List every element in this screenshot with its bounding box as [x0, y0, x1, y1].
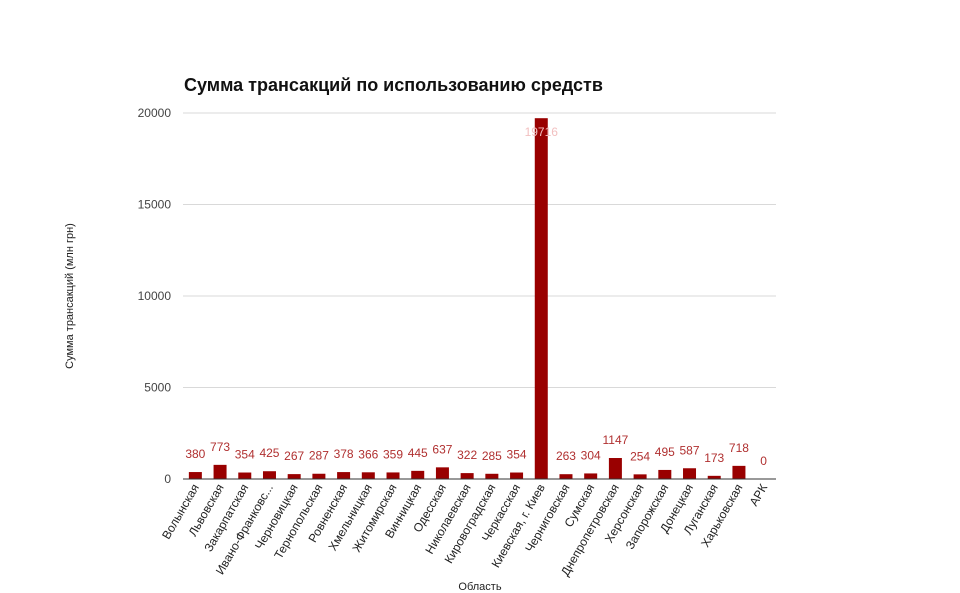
data-label: 773	[210, 440, 230, 454]
bar	[213, 464, 227, 479]
bar	[658, 469, 672, 479]
x-axis-title: Область	[458, 581, 501, 593]
bar	[608, 458, 622, 479]
bar	[238, 472, 252, 479]
bar	[485, 473, 499, 479]
gridlines	[183, 112, 776, 388]
data-label: 359	[383, 447, 403, 461]
chart-title: Сумма трансакций по использованию средст…	[184, 75, 603, 95]
bar	[312, 473, 326, 479]
data-label: 1147	[602, 433, 628, 447]
y-tick-label: 20000	[138, 106, 172, 120]
bar	[559, 474, 573, 479]
bar	[683, 468, 697, 479]
data-label: 380	[185, 447, 205, 461]
bar	[633, 474, 647, 479]
bar	[435, 467, 449, 479]
bar	[584, 473, 598, 479]
data-label: 287	[309, 449, 329, 463]
y-axis-ticks: 0 5000 10000 15000 20000	[138, 106, 172, 486]
data-label: 322	[457, 448, 477, 462]
bar	[460, 473, 474, 479]
data-label: 254	[630, 449, 650, 463]
data-label: 285	[482, 449, 502, 463]
data-label: 267	[284, 449, 304, 463]
bar	[262, 471, 276, 479]
data-label: 0	[760, 454, 767, 468]
data-label: 173	[704, 451, 724, 465]
data-labels: 380 773 354 425 267 287 378 366 359 445 637 322 285 3…	[185, 125, 767, 468]
data-label: 354	[507, 448, 527, 462]
bar	[386, 472, 400, 479]
data-label: 263	[556, 449, 576, 463]
x-axis-ticks: ВолынскаяЛьвовскаяЗакарпатскаяИвано-Фран…	[159, 481, 770, 578]
data-label: 425	[259, 446, 279, 460]
data-label: 354	[235, 448, 255, 462]
y-tick-label: 5000	[144, 381, 171, 395]
bar	[510, 472, 524, 479]
data-label: 304	[581, 448, 601, 462]
bar	[707, 475, 721, 479]
bar	[361, 472, 375, 479]
data-label: 495	[655, 445, 675, 459]
y-tick-label: 0	[164, 472, 171, 486]
bar	[188, 472, 202, 479]
data-label: 587	[680, 443, 700, 457]
bar	[534, 118, 548, 479]
bar	[287, 474, 301, 479]
data-label: 366	[358, 447, 378, 461]
y-tick-label: 15000	[138, 198, 172, 212]
data-label: 718	[729, 441, 749, 455]
x-tick-label: АРК	[747, 481, 771, 508]
data-label: 445	[408, 446, 428, 460]
bar	[732, 465, 746, 479]
y-axis-title: Сумма трансакций (млн грн)	[64, 223, 76, 369]
y-tick-label: 10000	[138, 289, 172, 303]
data-label: 19716	[525, 125, 559, 139]
bar	[337, 472, 351, 479]
data-label: 637	[432, 442, 452, 456]
bars	[188, 118, 746, 479]
bar	[411, 470, 425, 479]
data-label: 378	[334, 447, 354, 461]
